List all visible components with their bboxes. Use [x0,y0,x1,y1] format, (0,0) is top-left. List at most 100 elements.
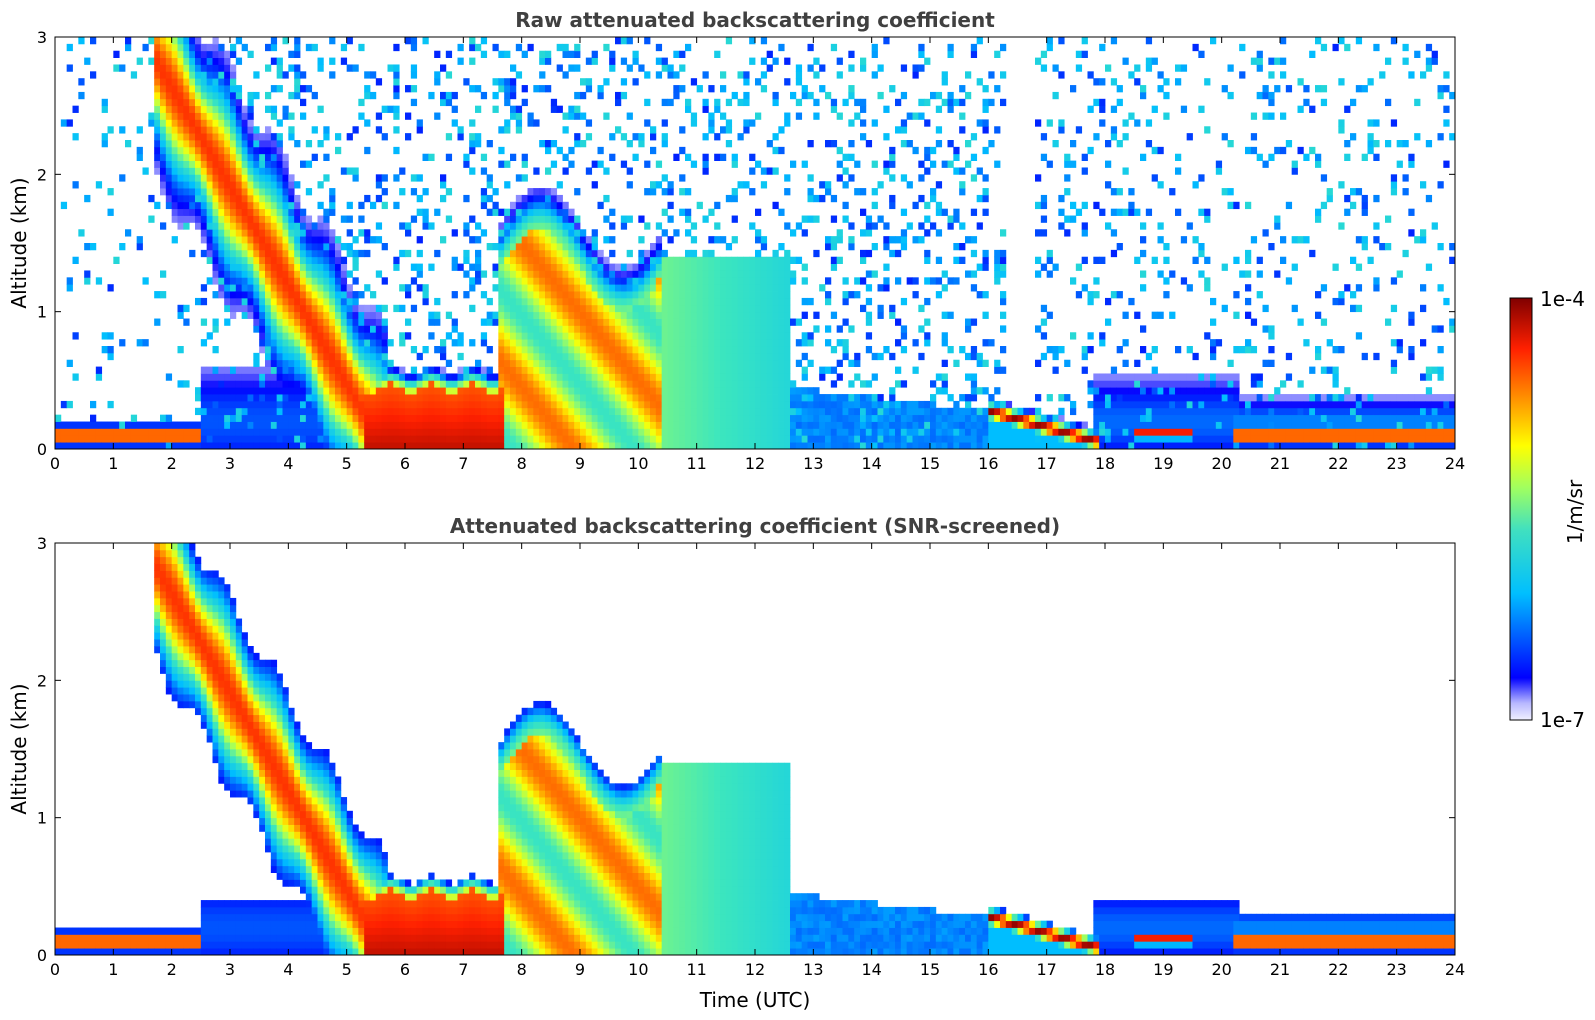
heat-cell [265,256,272,264]
heat-cell [498,359,505,367]
heat-cell [212,277,219,285]
heat-cell [212,146,219,155]
heat-cell [515,421,523,429]
heat-cell [912,146,919,155]
heat-cell [364,394,371,402]
heat-cell [241,112,248,120]
heat-cell [650,394,657,402]
heat-cell [924,277,931,285]
heat-cell [941,311,948,319]
heat-cell [679,414,686,422]
heat-cell [760,304,768,313]
heat-cell [667,263,674,271]
heat-cell [154,153,161,161]
heat-cell [107,346,114,354]
heat-cell [1105,414,1112,422]
heat-cell [667,352,674,361]
heat-cell [760,277,768,285]
heat-cell [294,256,301,264]
heat-cell [60,428,68,436]
heat-cell [265,91,272,100]
heat-cell [206,332,213,340]
heat-cell [300,359,307,367]
heat-cell [235,119,243,127]
heat-cell [270,325,278,333]
heat-cell [953,442,960,449]
heat-cell [790,400,797,409]
heat-cell [574,435,581,443]
heat-cell [352,256,359,264]
heat-cell [498,85,505,93]
heat-cell [825,366,832,374]
heat-cell [766,318,773,326]
heat-cell [556,428,563,436]
heat-cell [772,167,779,175]
heat-cell [580,140,587,148]
heat-cell [282,263,289,271]
heat-cell [253,421,260,429]
heat-cell [335,346,342,354]
heat-cell [755,291,762,299]
heat-cell [1105,64,1112,72]
heat-cell [206,119,213,127]
heat-cell [195,160,202,168]
heat-cell [364,249,371,258]
heat-cell [259,133,266,141]
heat-cell [527,366,534,374]
heat-cell [305,291,313,299]
heat-cell [311,442,318,449]
heat-cell [171,119,178,127]
heat-cell [358,311,365,319]
heat-cell [813,57,820,65]
heat-cell [270,229,278,237]
heat-cell [661,407,668,416]
heat-cell [644,249,651,258]
heat-cell [311,421,318,429]
heat-cell [235,194,243,203]
heat-cell [609,366,616,374]
heat-cell [434,421,441,429]
heat-cell [224,442,231,449]
heat-cell [550,277,558,285]
heat-cell [714,50,721,58]
heat-cell [317,366,324,374]
heat-cell [825,428,832,436]
heat-cell [620,373,628,381]
heat-cell [638,236,645,244]
heat-cell [335,380,342,388]
heat-cell [253,414,260,422]
heat-cell [498,346,505,354]
heat-cell [72,332,79,340]
heat-cell [259,208,266,216]
heat-cell [1064,435,1071,443]
heat-cell [1070,435,1077,443]
heat-cell [212,318,219,326]
heat-cell [673,85,680,93]
heat-cell [1110,229,1118,237]
heat-cell [749,366,756,374]
heat-cell [381,133,388,141]
heat-cell [241,407,248,416]
heat-cell [650,243,657,251]
heat-cell [259,442,266,449]
heat-cell [661,394,668,402]
heat-cell [959,112,966,120]
heat-cell [510,428,517,436]
heat-cell [568,249,575,258]
heat-cell [510,215,517,223]
heat-cell [906,112,913,120]
heat-cell [609,133,616,141]
heat-cell [119,174,126,182]
heat-cell [836,236,843,244]
heat-cell [644,270,651,278]
heat-cell [451,325,458,333]
heat-cell [562,435,569,443]
heat-cell [556,263,563,271]
heat-cell [603,311,610,319]
heat-cell [399,407,406,416]
heat-cell [206,153,213,161]
heat-cell [206,91,213,100]
heat-cell [265,229,272,237]
heat-cell [562,243,569,251]
heat-cell [696,284,703,292]
